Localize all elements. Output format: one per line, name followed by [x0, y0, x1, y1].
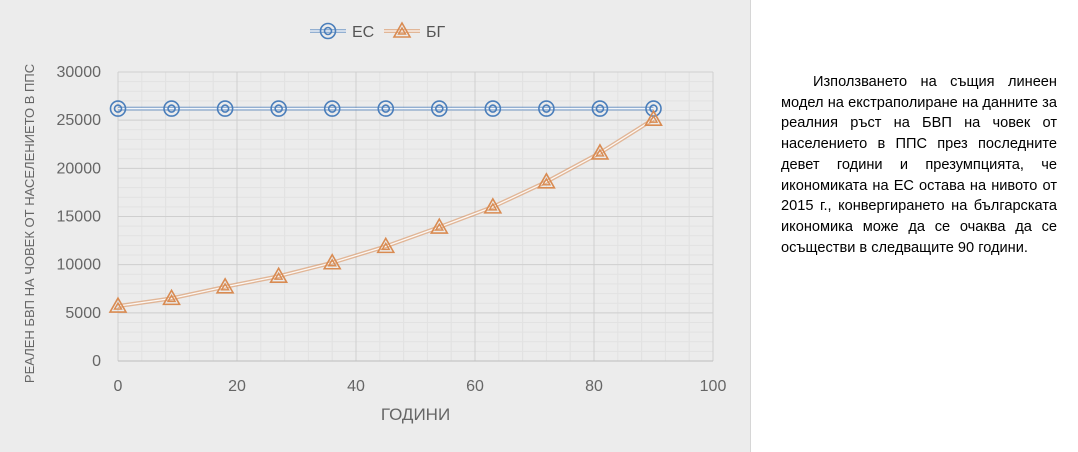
data-point: [644, 109, 663, 127]
data-point-inner: [274, 104, 283, 113]
data-point: [537, 172, 556, 189]
legend-item-es: ЕС: [310, 22, 374, 41]
y-tick-label: 15000: [57, 209, 102, 226]
data-point-inner: [167, 104, 176, 113]
data-point: [163, 100, 180, 117]
data-point-inner: [220, 282, 230, 291]
data-point-inner: [166, 293, 177, 303]
legend-marker: [319, 22, 337, 40]
data-point-inner: [381, 241, 391, 251]
data-point: [215, 277, 235, 294]
data-point-inner: [541, 177, 552, 186]
data-point: [484, 100, 502, 117]
data-point-inner: [434, 222, 445, 231]
y-axis-title: РЕАЛЕН БВП НА ЧОВЕК ОТ НАСЕЛЕНИЕТО В ППС: [22, 64, 37, 383]
data-point-inner: [327, 258, 337, 267]
data-point: [323, 100, 341, 117]
legend-label: ЕС: [352, 24, 374, 41]
data-point: [376, 236, 396, 254]
data-point: [429, 217, 449, 234]
line-chart: 0 20 40 60 80 100 0 5000 10000 15000 20000 25000 300…: [22, 21, 727, 424]
chart-panel: 0 20 40 60 80 100 0 5000 10000 15000 20000 25000 300…: [0, 0, 751, 452]
data-point: [483, 197, 503, 214]
data-point-inner: [381, 104, 391, 113]
data-point-inner: [595, 148, 605, 157]
data-point-inner: [595, 104, 605, 113]
description-paragraph: Използването на същия линеен модел на ек…: [781, 74, 1057, 256]
series-line-inner: [117, 118, 654, 307]
data-point: [322, 253, 342, 270]
x-tick-label: 40: [347, 378, 365, 395]
data-point: [377, 100, 395, 117]
y-tick-label: 10000: [57, 257, 102, 274]
data-point: [109, 100, 127, 117]
data-point-inner: [273, 271, 284, 280]
data-point: [538, 100, 555, 117]
x-tick-label: 0: [114, 378, 123, 395]
series-es: [109, 100, 662, 117]
data-point: [269, 266, 289, 284]
legend-marker: [392, 21, 412, 38]
y-tick-label: 20000: [57, 160, 102, 177]
data-point-inner: [488, 104, 498, 113]
data-point-inner: [542, 104, 551, 113]
legend-marker-inner: [323, 26, 333, 36]
y-tick-label: 30000: [57, 64, 102, 81]
legend-label: БГ: [426, 24, 446, 41]
data-point: [270, 100, 287, 117]
series-bg: [108, 109, 663, 313]
legend-item-bg: БГ: [384, 21, 446, 41]
data-point-inner: [327, 104, 337, 113]
x-axis-title: ГОДИНИ: [381, 405, 450, 424]
data-point-inner: [220, 104, 230, 113]
data-point: [108, 296, 128, 313]
data-point-inner: [648, 114, 659, 123]
data-point-inner: [488, 202, 498, 211]
x-tick-label: 80: [585, 378, 603, 395]
data-point-inner: [434, 104, 444, 113]
data-point: [216, 100, 234, 117]
data-point-inner: [113, 301, 123, 310]
data-point: [591, 100, 609, 117]
data-point-inner: [113, 104, 123, 113]
y-tick-label: 25000: [57, 112, 102, 129]
series-line-outer: [117, 117, 655, 309]
data-point: [430, 100, 448, 117]
x-tick-label: 20: [228, 378, 246, 395]
y-tick-label: 0: [92, 353, 101, 370]
y-tick-label: 5000: [65, 305, 101, 322]
x-tick-label: 60: [466, 378, 484, 395]
x-tick-label: 100: [700, 378, 727, 395]
data-point: [162, 288, 181, 306]
data-point: [590, 143, 610, 160]
legend-marker-inner: [397, 26, 407, 35]
